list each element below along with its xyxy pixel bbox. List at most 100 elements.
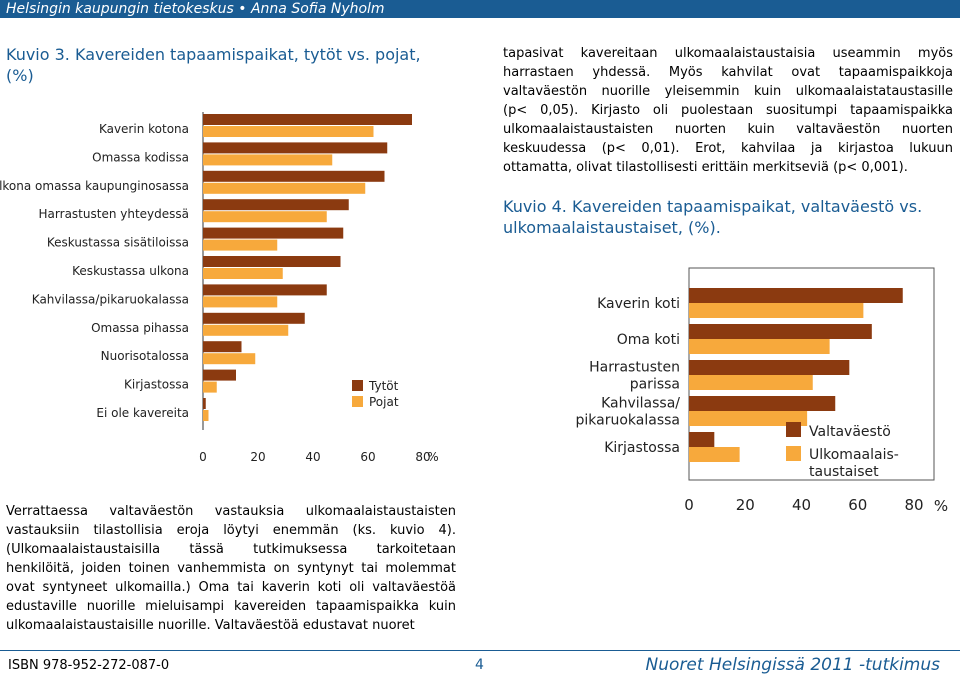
chart2-tick-label: 60 — [848, 496, 867, 514]
text-line: (Ulkomaalaistaustaisilla tässä tutkimuks… — [6, 542, 456, 557]
text-line: henkilöitä, joiden toinen vanhemmista on… — [6, 561, 456, 576]
chart1-bar-tytot — [203, 341, 242, 353]
chart1-tick-label: 60 — [360, 450, 375, 464]
chart1-legend-label-tytot: Tytöt — [368, 379, 399, 393]
paragraph-right-top: tapasivat kavereitaan ulkomaalaistaustai… — [503, 44, 953, 177]
chart2-legend-label-valtavaesto: Valtaväestö — [809, 424, 891, 440]
footer-divider — [0, 650, 960, 651]
chart1-tick-label: 40 — [305, 450, 320, 464]
chart1-bar-pojat — [203, 381, 217, 393]
chart1-bar-pojat — [203, 324, 289, 336]
figure-3-title: Kuvio 3. Kavereiden tapaamispaikat, tytö… — [6, 44, 476, 86]
chart2-bar-valtavaesto — [689, 360, 850, 375]
chart2-tick-label: 0 — [684, 496, 694, 514]
chart1-bar-pojat — [203, 268, 283, 279]
text-line: ovat syntyneet ulkomailla.) Oma tai kave… — [6, 580, 456, 595]
chart2-bar-ulkomaalaistaustaiset — [689, 339, 830, 354]
chart2-legend-label-ulkomaalaistaustaiset: taustaiset — [809, 464, 879, 480]
chart1-bar-tytot — [203, 284, 327, 296]
chart2-legend-label-ulkomaalaistaustaiset: Ulkomaalais- — [809, 447, 899, 463]
chart1-category-label: Ulkona omassa kaupunginosassa — [0, 179, 189, 193]
text-line: harrastaen yhdessä. Myös kahvilat ovat t… — [503, 65, 953, 80]
chart2-category-label: Harrastusten — [589, 360, 680, 376]
figure-3-title-line: (%) — [6, 66, 34, 85]
chart1-tick-label: 20 — [250, 450, 265, 464]
chart1-bar-pojat — [203, 182, 366, 194]
chart1-bar-tytot — [203, 170, 385, 182]
chart1-bar-tytot — [203, 369, 236, 381]
chart2-unit-label: % — [934, 497, 948, 515]
chart1-bar-pojat — [203, 410, 209, 421]
chart2-tick-label: 20 — [736, 496, 755, 514]
page-number: 4 — [475, 657, 484, 673]
chart2-bar-valtavaesto — [689, 288, 903, 303]
chart2-category-label: Kaverin koti — [597, 296, 680, 312]
chart2-bar-valtavaesto — [689, 432, 715, 447]
footer-publication: Nuoret Helsingissä 2011 -tutkimus — [645, 655, 940, 675]
chart1-bar-tytot — [203, 227, 344, 239]
chart2-tick-label: 40 — [792, 496, 811, 514]
chart1-bar-tytot — [203, 114, 412, 125]
chart1-unit-label: % — [427, 450, 438, 464]
chart2-bar-ulkomaalaistaustaiset — [689, 375, 813, 390]
chart2-bar-ulkomaalaistaustaiset — [689, 447, 740, 462]
figure-4-title: Kuvio 4. Kavereiden tapaamispaikat, valt… — [503, 196, 953, 238]
chart2-category-label: Oma koti — [617, 332, 680, 348]
chart2-legend-swatch-valtavaesto — [786, 422, 801, 437]
text-line: ulkomaalaistaustaisten nuorten kuin valt… — [503, 122, 953, 137]
chart1-bar-tytot — [203, 398, 206, 409]
text-line: ottamatta, olivat tilastollisesti erittä… — [503, 160, 908, 175]
chart1-tick-label: 0 — [199, 450, 207, 464]
chart2-bar-ulkomaalaistaustaiset — [689, 411, 808, 426]
text-line: Verrattaessa valtaväestön vastauksia ulk… — [6, 504, 456, 519]
text-line: edustaville nuorille mieluisampi kaverei… — [6, 599, 456, 614]
figure-3-title-line: Kuvio 3. Kavereiden tapaamispaikat, tytö… — [6, 45, 421, 64]
chart1-bar-pojat — [203, 126, 374, 137]
paragraph-left-bottom: Verrattaessa valtaväestön vastauksia ulk… — [6, 502, 456, 635]
chart1-bar-pojat — [203, 353, 256, 365]
chart2-bar-ulkomaalaistaustaiset — [689, 303, 864, 318]
chart1-legend-swatch-tytot — [352, 380, 363, 391]
figure-4-title-line: Kuvio 4. Kavereiden tapaamispaikat, valt… — [503, 197, 923, 216]
chart1-category-label: Keskustassa sisätiloissa — [47, 236, 189, 250]
chart1-bar-tytot — [203, 312, 305, 324]
chart2-bar-valtavaesto — [689, 324, 872, 339]
chart1-bar-pojat — [203, 154, 333, 166]
chart2-legend-swatch-ulkomaalaistaustaiset — [786, 446, 801, 461]
chart1-category-label: Ei ole kavereita — [96, 406, 189, 420]
chart2-category-label: Kirjastossa — [604, 440, 680, 456]
chart1-bar-pojat — [203, 211, 327, 223]
text-line: (p< 0,05). Kirjasto oli puolestaan suosi… — [503, 103, 953, 118]
chart1-bar-tytot — [203, 256, 341, 267]
chart1-category-label: Keskustassa ulkona — [72, 264, 189, 278]
chart1-category-label: Omassa kodissa — [92, 150, 189, 164]
chart2-tick-label: 80 — [904, 496, 923, 514]
text-line: keskuudessa (p< 0,01). Erot, kahvilaa ja… — [503, 141, 953, 156]
text-line: vastauksiin tilastollisia eroja löytyi e… — [6, 523, 456, 538]
chart1-legend-label-pojat: Pojat — [369, 395, 399, 409]
chart2-bar-valtavaesto — [689, 396, 836, 411]
chart2-category-label: Kahvilassa/ — [601, 396, 680, 412]
chart1-tick-label: 80 — [415, 450, 430, 464]
header-bar — [0, 0, 960, 18]
chart2-category-label: parissa — [630, 377, 680, 393]
text-line: valtaväestön nuorille yleisemmin kuin ul… — [503, 84, 953, 99]
chart1-category-label: Harrastusten yhteydessä — [39, 207, 189, 221]
chart1-category-label: Omassa pihassa — [91, 321, 189, 335]
chart1-bar-tytot — [203, 142, 388, 154]
text-line: tapasivat kavereitaan ulkomaalaistaustai… — [503, 46, 953, 61]
header-text: Helsingin kaupungin tietokeskus • Anna S… — [6, 1, 385, 17]
chart1-category-label: Kahvilassa/pikaruokalassa — [32, 292, 189, 306]
footer-isbn: ISBN 978-952-272-087-0 — [8, 658, 170, 673]
chart1-legend-swatch-pojat — [352, 396, 363, 407]
chart2-category-label: pikaruokalassa — [576, 413, 681, 429]
chart1-category-label: Nuorisotalossa — [101, 349, 189, 363]
chart1-bar-pojat — [203, 239, 278, 251]
text-line: ulkomaalaistaustaisille nuorille. Valtav… — [6, 618, 415, 633]
chart1-bar-pojat — [203, 296, 278, 308]
chart1-category-label: Kirjastossa — [124, 378, 189, 392]
chart1-category-label: Kaverin kotona — [99, 122, 189, 136]
figure-4-title-line: ulkomaalaistaustaiset, (%). — [503, 218, 721, 237]
chart1-bar-tytot — [203, 199, 349, 211]
